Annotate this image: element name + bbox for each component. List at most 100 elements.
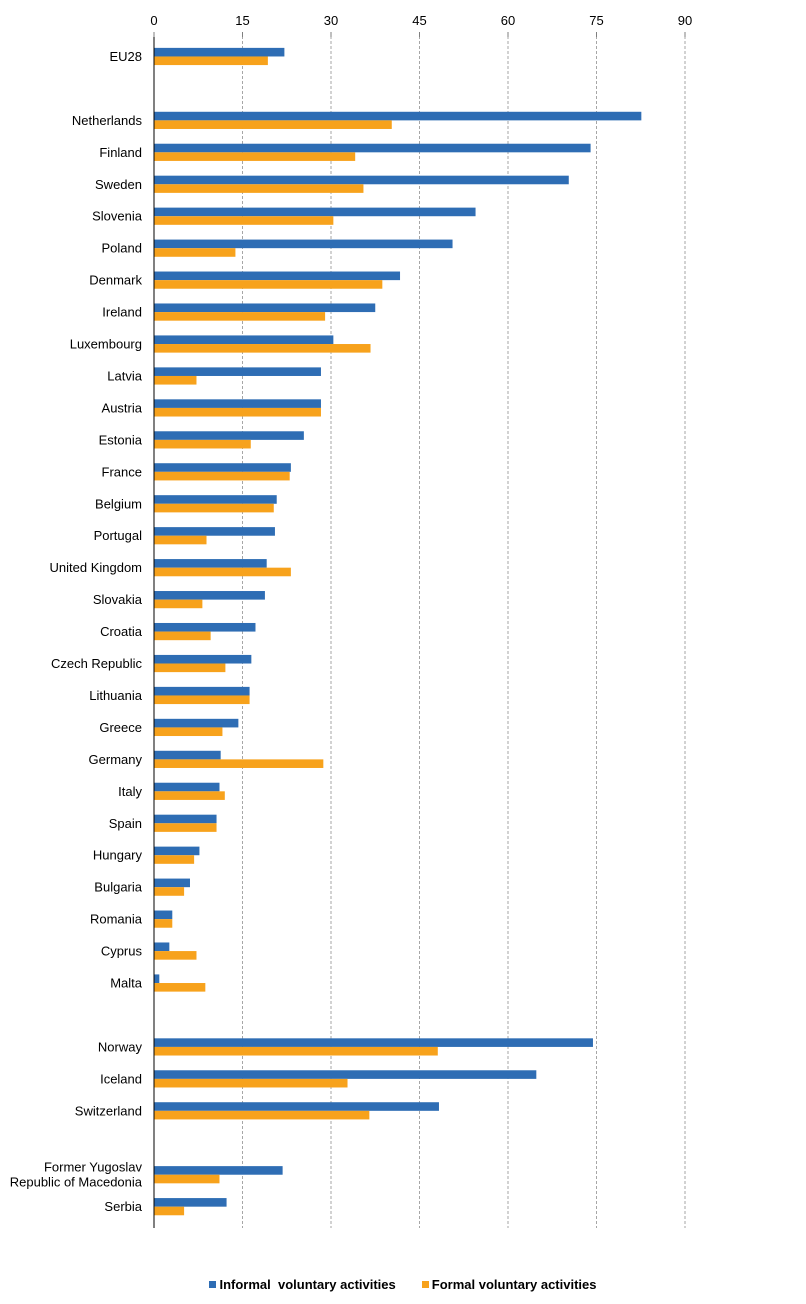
category-label-ireland: Ireland (102, 305, 142, 320)
bar-formal-netherlands (154, 120, 392, 129)
axes (153, 32, 686, 1228)
bar-formal-italy (154, 791, 225, 800)
bar-formal-romania (154, 919, 173, 928)
category-label-czech-republic: Czech Republic (51, 656, 143, 671)
bar-formal-united-kingdom (154, 567, 291, 577)
category-label-former-yugoslav-republic-of-macedonia-line1: Former Yugoslav (44, 1160, 143, 1175)
bar-formal-france (154, 471, 290, 481)
bar-informal-austria (154, 399, 321, 408)
bar-formal-ireland (154, 312, 326, 321)
legend-item-formal: Formal voluntary activities (421, 1274, 597, 1294)
category-label-greece: Greece (99, 720, 142, 735)
bar-informal-luxembourg (154, 335, 334, 345)
category-label-belgium: Belgium (95, 496, 142, 511)
category-label-united-kingdom: United Kingdom (50, 560, 143, 575)
bar-informal-czech-republic (154, 654, 252, 664)
bar-informal-former-yugoslav-republic-of-macedonia (154, 1166, 283, 1175)
bar-formal-portugal (154, 535, 207, 545)
bar-informal-lithuania (154, 686, 250, 696)
x-tick-label-0: 0 (150, 13, 157, 28)
bar-informal-croatia (154, 622, 256, 632)
category-label-romania: Romania (90, 912, 143, 927)
category-label-lithuania: Lithuania (89, 688, 143, 703)
x-tick-label-15: 15 (235, 13, 249, 28)
category-label-denmark: Denmark (89, 273, 142, 288)
category-label-portugal: Portugal (94, 528, 143, 543)
bar-informal-greece (154, 718, 239, 728)
bar-informal-hungary (154, 846, 200, 856)
bar-informal-cyprus (154, 942, 170, 952)
bar-informal-germany (154, 750, 221, 760)
legend-label-informal: Informal voluntary activities (219, 1276, 396, 1292)
bar-informal-italy (154, 782, 220, 792)
bar-formal-norway (154, 1046, 438, 1056)
bar-formal-germany (154, 759, 324, 768)
bar-formal-slovenia (154, 216, 334, 225)
x-tick-label-30: 30 (324, 13, 338, 28)
category-label-germany: Germany (89, 752, 143, 767)
bar-informal-slovakia (154, 591, 265, 600)
bar-formal-austria (154, 407, 321, 417)
category-label-slovakia: Slovakia (93, 592, 143, 607)
bar-formal-czech-republic (154, 663, 226, 673)
bar-informal-bulgaria (154, 878, 190, 888)
category-label-switzerland: Switzerland (75, 1103, 142, 1118)
bar-informal-france (154, 463, 291, 472)
category-label-poland: Poland (102, 241, 142, 256)
category-label-finland: Finland (99, 145, 142, 160)
bar-formal-luxembourg (154, 344, 371, 353)
bar-informal-poland (154, 239, 453, 249)
bar-formal-sweden (154, 184, 364, 193)
bar-formal-poland (154, 248, 236, 257)
category-label-slovenia: Slovenia (92, 209, 143, 224)
category-label-bulgaria: Bulgaria (94, 880, 142, 895)
bar-informal-portugal (154, 527, 275, 536)
category-label-eu28: EU28 (109, 49, 142, 64)
labels: 0 15 30 45 60 75 90 EU28 Netherlands Finland Swede… (10, 13, 692, 1214)
legend: Informal voluntary activities Formal vol… (0, 1274, 806, 1294)
category-label-estonia: Estonia (99, 432, 143, 447)
bar-informal-belgium (154, 495, 277, 504)
bar-formal-greece (154, 727, 223, 737)
category-label-croatia: Croatia (100, 624, 143, 639)
x-tick-label-75: 75 (589, 13, 603, 28)
legend-label-formal: Formal voluntary activities (431, 1276, 597, 1292)
bar-formal-lithuania (154, 695, 250, 705)
bar-informal-switzerland (154, 1102, 439, 1111)
x-tick-label-60: 60 (501, 13, 515, 28)
legend-swatch-formal (421, 1280, 429, 1288)
bar-formal-estonia (154, 439, 251, 449)
bar-formal-denmark (154, 280, 383, 289)
category-label-spain: Spain (109, 816, 142, 831)
bar-informal-eu28 (154, 47, 285, 57)
bar-informal-slovenia (154, 207, 476, 217)
x-tick-label-45: 45 (412, 13, 426, 28)
category-label-netherlands: Netherlands (72, 113, 143, 128)
bar-formal-iceland (154, 1078, 348, 1088)
category-label-france: France (102, 464, 142, 479)
category-label-former-yugoslav-republic-of-macedonia-line2: Republic of Macedonia (10, 1175, 143, 1190)
legend-swatch-informal (209, 1280, 217, 1288)
category-label-latvia: Latvia (107, 368, 142, 383)
bar-informal-denmark (154, 271, 401, 281)
bar-informal-latvia (154, 367, 321, 376)
gridlines (242, 36, 686, 1228)
bar-formal-bulgaria (154, 887, 185, 896)
bar-informal-spain (154, 814, 217, 824)
category-label-cyprus: Cyprus (101, 944, 143, 959)
category-label-italy: Italy (118, 784, 142, 799)
bar-informal-finland (154, 143, 591, 153)
bar-informal-united-kingdom (154, 559, 267, 568)
category-label-hungary: Hungary (93, 848, 143, 863)
legend-item-informal: Informal voluntary activities (209, 1274, 396, 1294)
bar-informal-romania (154, 910, 173, 920)
bar-informal-iceland (154, 1070, 537, 1079)
bar-informal-netherlands (154, 111, 642, 121)
bar-formal-slovakia (154, 599, 203, 609)
bars (154, 47, 642, 1216)
category-label-sweden: Sweden (95, 177, 142, 192)
bar-formal-croatia (154, 631, 211, 641)
bar-informal-sweden (154, 175, 569, 185)
category-label-malta: Malta (110, 976, 143, 991)
category-label-norway: Norway (98, 1039, 143, 1054)
